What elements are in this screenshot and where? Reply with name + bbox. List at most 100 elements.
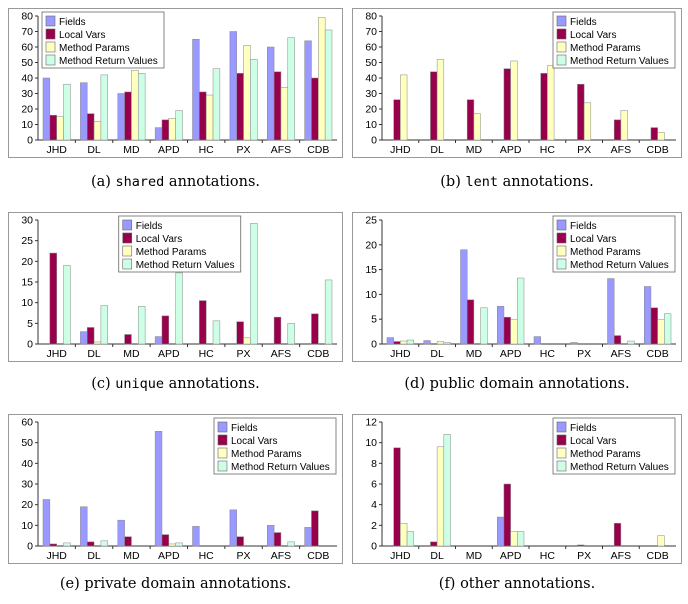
y-tick-label: 2 bbox=[371, 520, 377, 532]
y-tick-label: 30 bbox=[365, 88, 377, 100]
x-tick-label: CDB bbox=[307, 348, 329, 360]
bar bbox=[168, 118, 176, 141]
legend-swatch bbox=[45, 28, 56, 40]
legend-label: Fields bbox=[136, 221, 163, 232]
caption-d: (d) public domain annotations. bbox=[404, 376, 630, 392]
bar bbox=[212, 68, 221, 141]
x-tick-label: DL bbox=[430, 348, 444, 360]
y-tick-label: 15 bbox=[365, 264, 377, 276]
y-tick-label: 70 bbox=[21, 26, 33, 38]
bar bbox=[311, 313, 319, 345]
legend-swatch bbox=[122, 245, 133, 257]
x-tick-label: MD bbox=[466, 550, 483, 562]
y-tick-label: 10 bbox=[365, 119, 377, 131]
bar bbox=[503, 483, 511, 547]
y-tick-label: 0 bbox=[371, 339, 377, 351]
y-tick-label: 20 bbox=[21, 104, 33, 116]
legend-label: Method Params bbox=[231, 449, 302, 460]
legend-box bbox=[552, 215, 676, 273]
y-tick-label: 0 bbox=[371, 135, 377, 147]
x-tick-label: JHD bbox=[390, 348, 411, 360]
bar bbox=[287, 323, 295, 345]
y-tick-label: 30 bbox=[21, 88, 33, 100]
y-tick-label: 0 bbox=[27, 339, 33, 351]
legend-label: Fields bbox=[570, 423, 597, 434]
bar bbox=[49, 114, 57, 141]
x-tick-label: JHD bbox=[46, 144, 67, 156]
bar bbox=[393, 341, 401, 345]
legend-label: Method Return Values bbox=[59, 56, 158, 67]
bar bbox=[497, 516, 505, 547]
panel-d: 0 5 10 15 20 25 JHD DL MD APD HC PX AFS CDB Fields Loca… bbox=[352, 212, 682, 402]
x-tick-label: HC bbox=[540, 550, 556, 562]
legend-swatch bbox=[217, 434, 228, 446]
bar bbox=[236, 536, 244, 547]
x-tick-label: APD bbox=[500, 144, 522, 156]
legend-label: Method Params bbox=[570, 449, 641, 460]
x-tick-label: CDB bbox=[647, 348, 669, 360]
legend-swatch bbox=[556, 258, 567, 270]
bar bbox=[124, 334, 132, 345]
bar bbox=[460, 249, 468, 345]
bar bbox=[161, 119, 170, 141]
y-tick-label: 25 bbox=[365, 215, 377, 227]
bar bbox=[627, 340, 635, 345]
bar bbox=[117, 519, 125, 547]
y-tick-label: 0 bbox=[27, 541, 33, 553]
bar bbox=[570, 342, 578, 345]
x-tick-label: APD bbox=[158, 550, 180, 562]
bar bbox=[583, 102, 592, 141]
y-tick-label: 50 bbox=[21, 57, 33, 69]
bar bbox=[229, 509, 237, 547]
x-tick-label: APD bbox=[158, 348, 180, 360]
bar bbox=[533, 336, 541, 345]
bar bbox=[267, 46, 275, 141]
legend-swatch bbox=[217, 447, 228, 459]
bar bbox=[42, 499, 51, 547]
bar bbox=[430, 71, 438, 141]
bar bbox=[423, 340, 431, 345]
bar bbox=[80, 82, 88, 141]
bar bbox=[154, 431, 163, 547]
legend-label: Method Params bbox=[136, 247, 207, 258]
legend-label: Local Vars bbox=[136, 234, 183, 245]
bar bbox=[86, 327, 95, 345]
panel-b: 0 10 20 30 40 50 60 70 80 JHD DL MD APD HC PX AFS CDB Fie… bbox=[352, 8, 682, 198]
bar bbox=[131, 70, 139, 141]
bar bbox=[93, 341, 102, 345]
bar bbox=[287, 541, 295, 547]
bar bbox=[430, 541, 438, 547]
bar bbox=[436, 59, 445, 141]
bar bbox=[205, 94, 214, 141]
legend-box bbox=[552, 11, 676, 69]
x-tick-label: PX bbox=[577, 550, 591, 562]
bar bbox=[497, 306, 505, 345]
legend: Fields Local Vars Method Params Method Retu… bbox=[213, 417, 337, 475]
x-tick-label: HC bbox=[540, 348, 556, 360]
x-tick-label: MD bbox=[123, 144, 140, 156]
bar bbox=[100, 305, 108, 345]
legend-swatch bbox=[556, 421, 567, 433]
bar bbox=[175, 542, 183, 547]
bar bbox=[229, 31, 237, 141]
bar bbox=[243, 337, 251, 345]
x-tick-label: AFS bbox=[271, 348, 291, 360]
bar bbox=[400, 340, 408, 345]
legend-swatch bbox=[45, 15, 56, 27]
bar bbox=[517, 277, 525, 345]
x-tick-label: MD bbox=[466, 144, 483, 156]
bar bbox=[138, 73, 146, 141]
x-tick-label: DL bbox=[87, 144, 101, 156]
bar bbox=[192, 39, 200, 141]
x-tick-label: APD bbox=[500, 348, 522, 360]
legend-swatch bbox=[556, 245, 567, 257]
legend-swatch bbox=[122, 219, 133, 231]
bar bbox=[650, 307, 658, 345]
bar bbox=[161, 534, 170, 547]
bar bbox=[175, 110, 183, 141]
bar bbox=[175, 272, 183, 345]
x-tick-label: CDB bbox=[647, 550, 669, 562]
legend-label: Fields bbox=[59, 17, 86, 28]
legend-label: Method Return Values bbox=[570, 260, 669, 271]
legend-label: Method Return Values bbox=[570, 56, 669, 67]
